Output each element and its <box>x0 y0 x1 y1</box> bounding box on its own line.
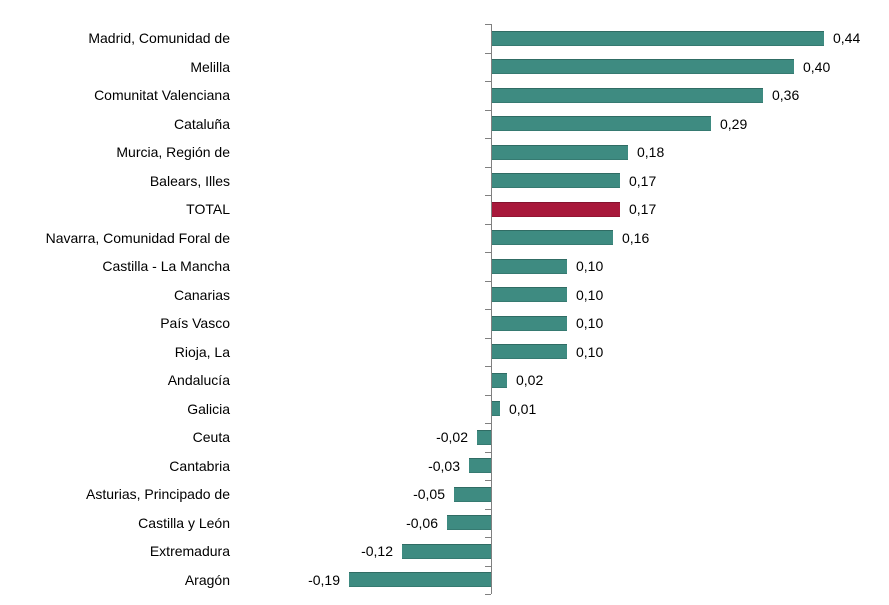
category-label: Galicia <box>187 400 230 417</box>
bar <box>477 429 492 445</box>
total-bar <box>492 201 620 217</box>
value-label: -0,02 <box>436 429 468 445</box>
axis-tick <box>485 309 491 310</box>
bar <box>492 59 794 75</box>
value-label: 0,16 <box>622 229 650 246</box>
axis-tick <box>485 594 491 595</box>
axis-tick <box>485 566 491 567</box>
value-label: 0,36 <box>772 87 800 103</box>
bar <box>492 87 763 103</box>
value-label: -0,03 <box>428 457 460 474</box>
category-label: Extremadura <box>149 543 230 559</box>
bar <box>402 543 492 559</box>
value-label: 0,44 <box>833 30 861 46</box>
value-label: -0,19 <box>308 571 340 588</box>
category-label: Cataluña <box>173 115 230 132</box>
bar <box>492 401 500 417</box>
axis-tick <box>485 138 491 139</box>
axis-tick <box>485 366 491 367</box>
axis-tick <box>485 509 491 510</box>
bar <box>492 372 507 388</box>
axis-tick <box>485 452 491 453</box>
bar <box>492 230 613 246</box>
category-label: Asturias, Principado de <box>86 486 230 502</box>
value-label: 0,18 <box>637 144 665 160</box>
category-label: Navarra, Comunidad Foral de <box>45 229 230 246</box>
category-label: Madrid, Comunidad de <box>88 30 230 46</box>
value-label: 0,02 <box>516 372 544 388</box>
category-label: Aragón <box>184 571 230 588</box>
bar <box>447 515 492 531</box>
axis-tick <box>485 24 491 25</box>
axis-tick <box>485 537 491 538</box>
value-label: 0,10 <box>576 286 604 303</box>
category-label: Balears, Illes <box>149 172 230 189</box>
category-label: TOTAL <box>186 201 230 217</box>
value-label: 0,29 <box>720 115 748 132</box>
bar <box>454 486 492 502</box>
value-label: -0,06 <box>406 514 438 531</box>
category-label: Cantabria <box>169 457 230 474</box>
category-label: Andalucía <box>167 372 230 388</box>
bar <box>492 258 567 274</box>
bar <box>492 144 628 160</box>
axis-tick <box>485 224 491 225</box>
value-label: 0,10 <box>576 315 604 331</box>
axis-tick <box>485 281 491 282</box>
y-axis-line <box>491 24 492 594</box>
category-label: Ceuta <box>192 429 230 445</box>
axis-tick <box>485 252 491 253</box>
category-label: País Vasco <box>160 315 230 331</box>
category-label: Canarias <box>173 286 230 303</box>
category-label: Castilla - La Mancha <box>102 258 230 274</box>
value-label: 0,01 <box>509 400 537 417</box>
bar <box>492 315 567 331</box>
value-label: 0,17 <box>629 201 657 217</box>
value-label: 0,40 <box>803 58 831 75</box>
bar <box>492 30 824 46</box>
bar <box>492 116 711 132</box>
axis-tick <box>485 167 491 168</box>
bar <box>469 458 492 474</box>
axis-tick <box>485 395 491 396</box>
value-label: 0,17 <box>629 172 657 189</box>
value-label: -0,05 <box>413 486 445 502</box>
value-label: 0,10 <box>576 343 604 360</box>
category-label: Castilla y León <box>138 514 230 531</box>
category-label: Murcia, Región de <box>116 144 230 160</box>
bar <box>492 173 620 189</box>
axis-tick <box>485 338 491 339</box>
category-label: Melilla <box>190 58 230 75</box>
axis-tick <box>485 110 491 111</box>
axis-tick <box>485 480 491 481</box>
axis-tick <box>485 423 491 424</box>
category-label: Rioja, La <box>174 343 230 360</box>
bar <box>349 572 492 588</box>
value-label: 0,10 <box>576 258 604 274</box>
category-label: Comunitat Valenciana <box>94 87 230 103</box>
axis-tick <box>485 53 491 54</box>
axis-tick <box>485 81 491 82</box>
axis-tick <box>485 195 491 196</box>
bar <box>492 287 567 303</box>
bar <box>492 344 567 360</box>
value-label: -0,12 <box>361 543 393 559</box>
